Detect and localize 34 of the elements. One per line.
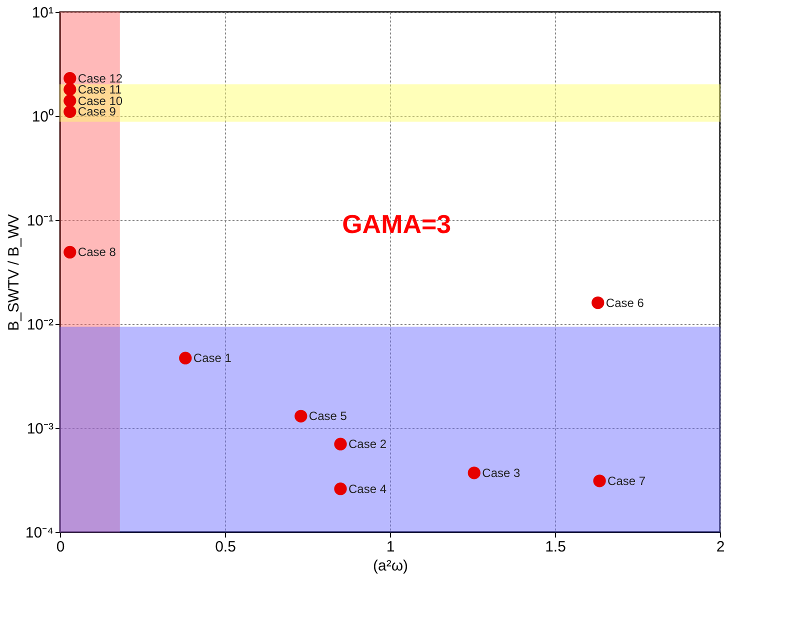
y-axis-title: B_SWTV / B_WV <box>5 214 22 331</box>
annotation: Case 1 <box>193 351 232 366</box>
x-axis-title: (a²ω) <box>372 558 408 574</box>
x-tick-label: 0.5 <box>215 538 236 556</box>
annotation: Case 5 <box>308 409 348 424</box>
annotation: Case 7 <box>608 474 646 488</box>
point <box>294 410 308 422</box>
x-tick-label: 1 <box>386 538 395 556</box>
annotation: Case 4 <box>348 482 387 496</box>
point <box>592 296 604 310</box>
point <box>64 246 76 259</box>
y-tick-label: 10⁻² <box>26 316 54 334</box>
point <box>334 438 347 450</box>
y-tick-label: 10⁰ <box>32 108 54 126</box>
point <box>64 83 76 96</box>
point <box>64 72 76 85</box>
point <box>64 94 76 108</box>
y-tick-label: 10⁻³ <box>26 420 54 438</box>
annotation: Case 8 <box>78 245 116 260</box>
point <box>64 105 76 118</box>
x-tick-label: 1.5 <box>545 538 566 556</box>
y-tick-label: 10¹ <box>32 4 54 22</box>
point <box>468 466 480 480</box>
annotation: Case 6 <box>606 296 644 310</box>
annotation: Case 3 <box>482 466 520 480</box>
x-tick-label: 2 <box>716 538 725 556</box>
point <box>179 352 192 364</box>
y-tick-label: 10⁻⁴ <box>25 524 54 542</box>
point <box>593 474 606 488</box>
annotation: Case 2 <box>348 437 387 452</box>
point <box>334 482 347 496</box>
x-tick-label: 0 <box>56 538 65 556</box>
annotation: GAMA=3 <box>342 209 452 240</box>
y-tick-label: 10⁻¹ <box>26 212 54 230</box>
